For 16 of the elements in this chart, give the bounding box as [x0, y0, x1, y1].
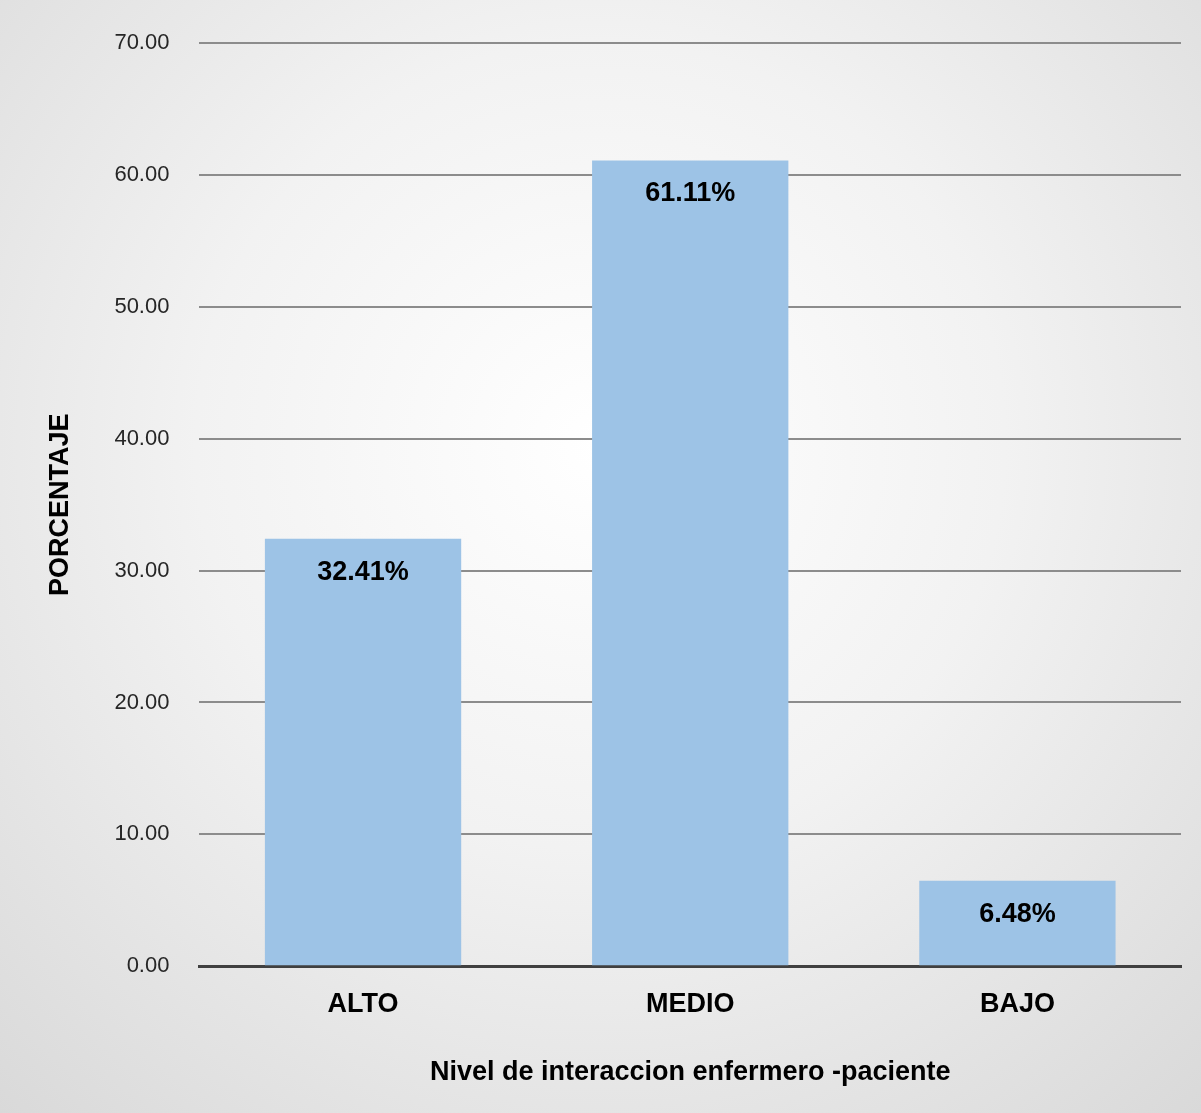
- x-tick-label: ALTO: [327, 987, 399, 1018]
- y-axis-title: PORCENTAJE: [43, 413, 74, 596]
- data-label: 6.48%: [979, 897, 1056, 928]
- y-tick-label: 50.00: [114, 292, 170, 318]
- y-tick-label: 60.00: [114, 161, 170, 187]
- data-label: 61.11%: [645, 177, 736, 208]
- y-tick-label: 30.00: [114, 556, 170, 582]
- data-label: 32.41%: [317, 555, 409, 586]
- x-axis-title: Nivel de interaccion enfermero -paciente: [429, 1056, 951, 1087]
- y-tick-label: 70.00: [114, 29, 170, 55]
- y-tick-label: 10.00: [114, 820, 170, 846]
- x-tick-label: MEDIO: [645, 987, 735, 1018]
- y-tick-label: 40.00: [114, 424, 170, 450]
- y-tick-label: 20.00: [114, 688, 170, 714]
- x-tick-label: BAJO: [979, 987, 1055, 1018]
- y-tick-label: 0.00: [126, 952, 170, 978]
